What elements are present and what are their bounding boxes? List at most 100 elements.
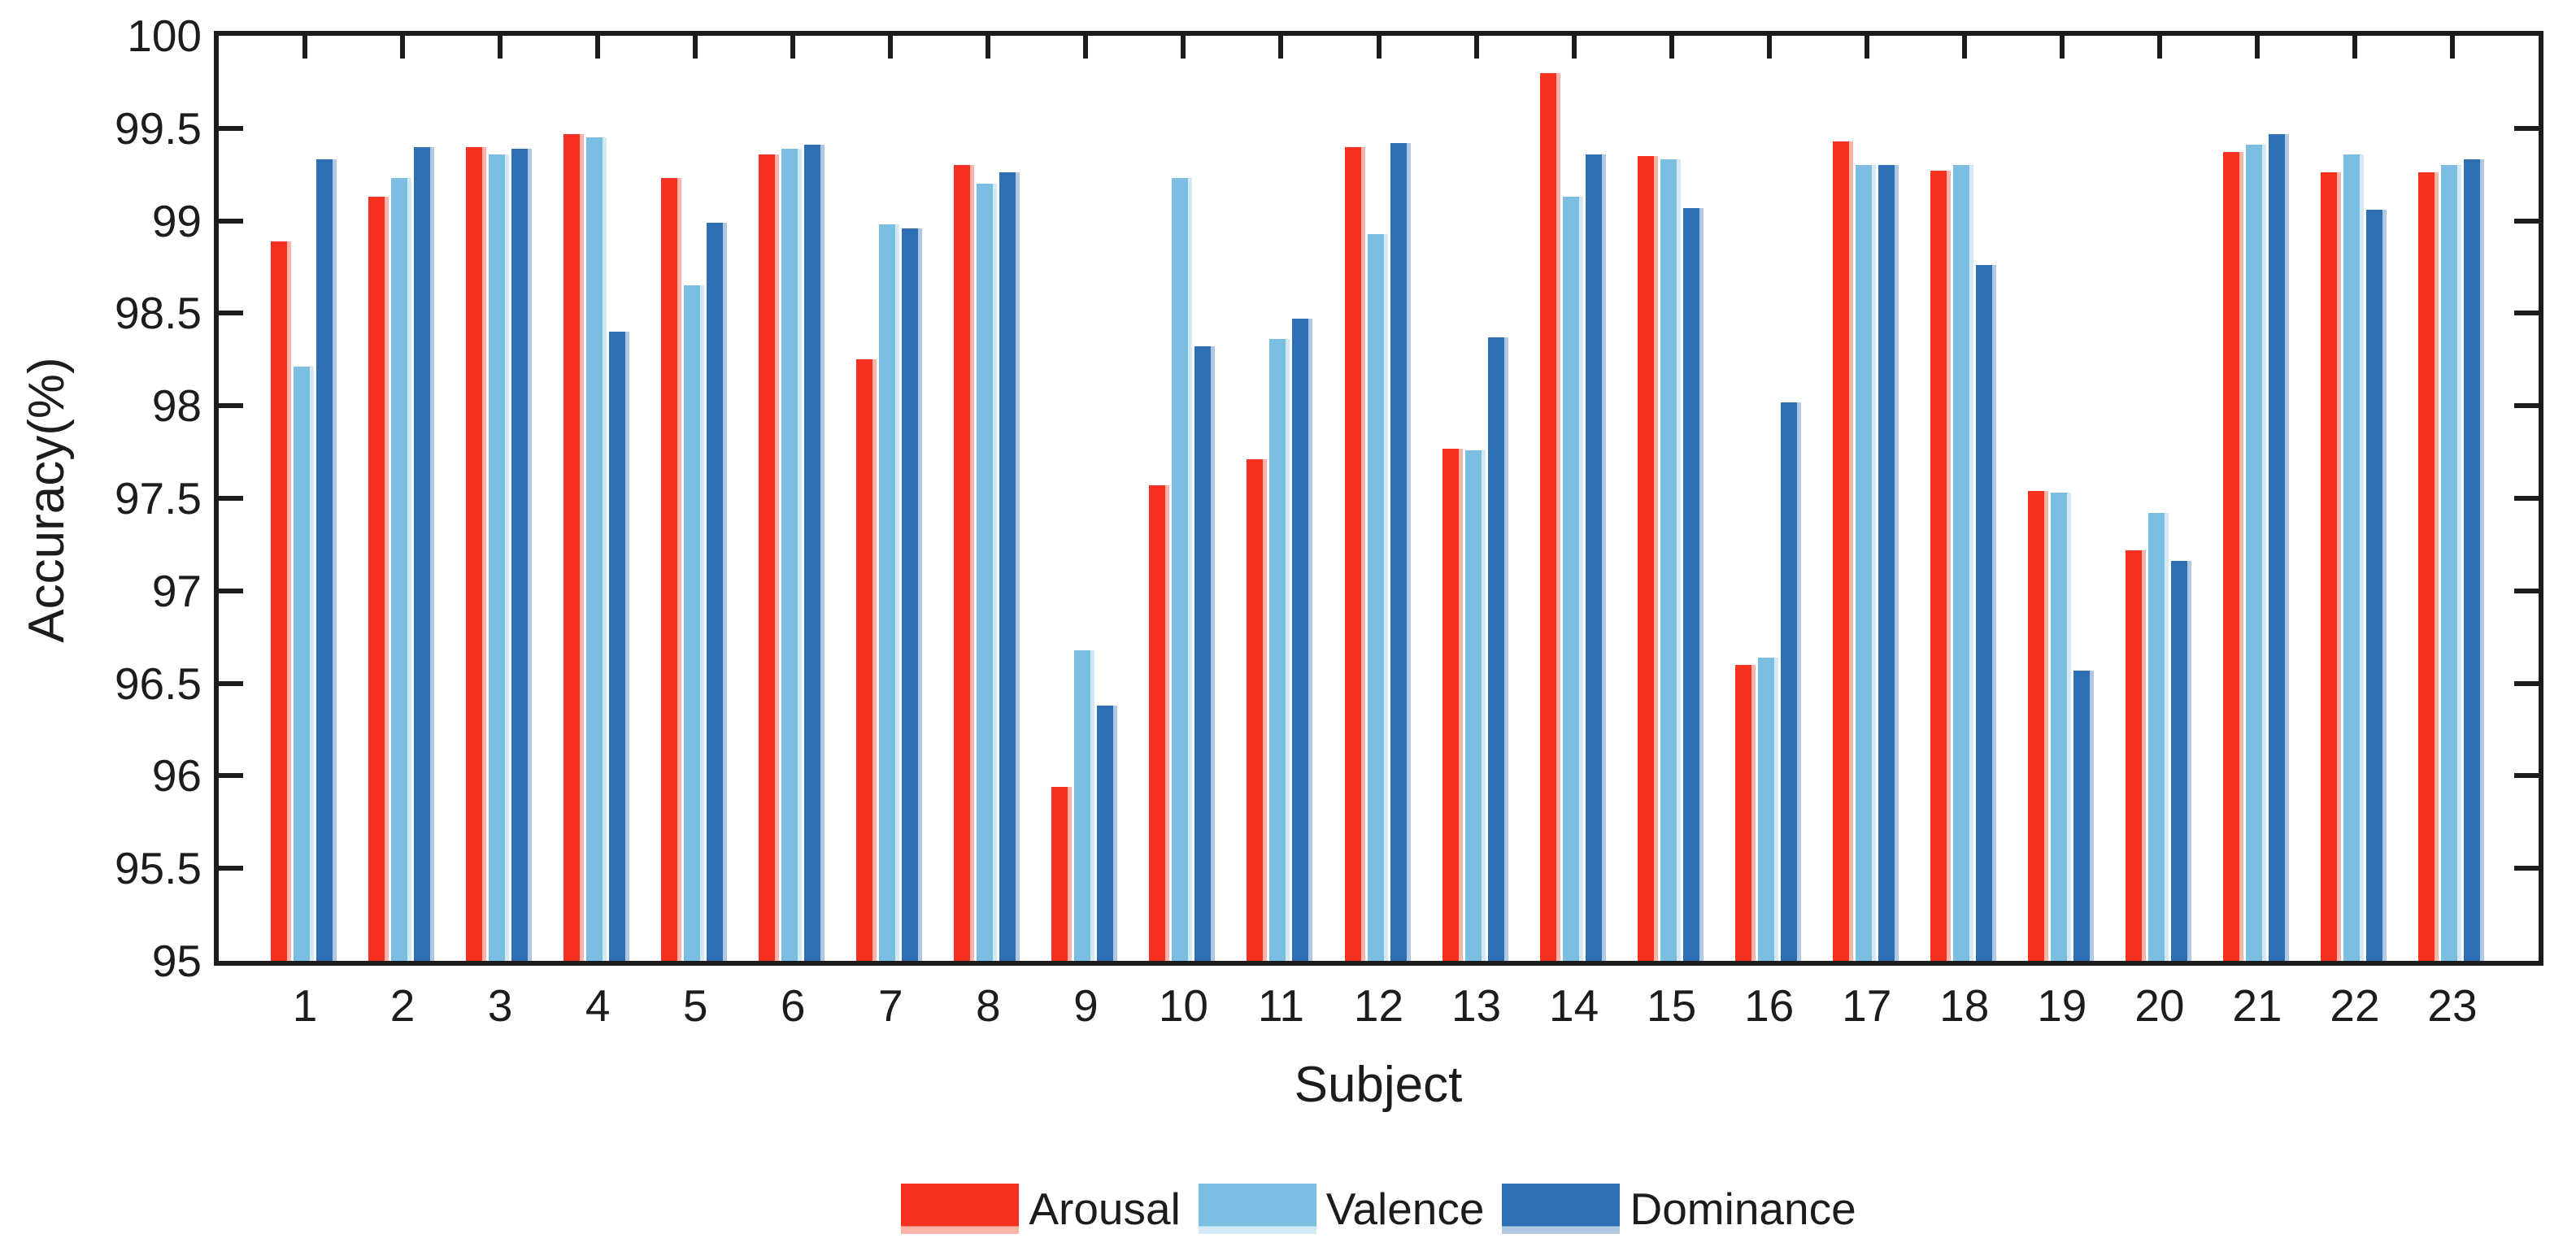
bar-subject-1-valence [294, 367, 314, 961]
bar-subject-7-valence [879, 224, 900, 961]
x-tick-label-9: 9 [1073, 980, 1099, 1031]
bar-subject-17-valence [1855, 165, 1876, 961]
bar-subject-4-arousal [564, 133, 585, 961]
bar-subject-4-dominance [609, 332, 630, 961]
bar-subject-6-arousal [759, 154, 780, 961]
bar-subject-17-arousal [1832, 141, 1853, 961]
bar-subject-9-dominance [1097, 705, 1118, 961]
bar-subject-20-dominance [2170, 561, 2191, 961]
bar-subject-14-valence [1562, 197, 1583, 961]
x-tick-label-6: 6 [780, 980, 806, 1031]
bar-subject-21-valence [2245, 145, 2266, 961]
bar-subject-7-dominance [902, 228, 923, 961]
x-tick-top-18 [1961, 36, 1967, 59]
bar-subject-23-valence [2441, 165, 2461, 961]
bar-subject-19-valence [2050, 493, 2071, 961]
bar-subject-11-valence [1269, 339, 1290, 961]
y-tick-left-98.5 [219, 311, 243, 316]
bar-subject-20-arousal [2125, 550, 2146, 961]
x-tick-label-23: 23 [2427, 980, 2478, 1031]
y-tick-label-95: 95 [151, 936, 202, 986]
x-tick-top-12 [1376, 36, 1382, 59]
x-tick-label-15: 15 [1647, 980, 1697, 1031]
x-tick-label-14: 14 [1548, 980, 1599, 1031]
x-tick-label-22: 22 [2330, 980, 2380, 1031]
y-tick-left-99.5 [219, 125, 243, 131]
y-tick-right-98 [2514, 403, 2539, 409]
x-tick-label-12: 12 [1353, 980, 1404, 1031]
bar-subject-21-dominance [2268, 133, 2289, 961]
bar-subject-9-arousal [1051, 787, 1073, 961]
x-tick-label-13: 13 [1451, 980, 1502, 1031]
x-tick-top-20 [2156, 36, 2162, 59]
y-tick-label-97: 97 [151, 565, 202, 616]
x-tick-label-1: 1 [292, 980, 318, 1031]
x-tick-label-21: 21 [2232, 980, 2282, 1031]
y-tick-label-99.5: 99.5 [114, 102, 202, 154]
bar-subject-12-dominance [1390, 143, 1411, 961]
bar-subject-7-arousal [856, 359, 877, 961]
bar-subject-22-arousal [2320, 172, 2341, 961]
bar-subject-12-valence [1367, 233, 1388, 961]
bar-subject-1-arousal [271, 241, 291, 961]
bar-subject-18-dominance [1975, 265, 1996, 961]
y-tick-label-99: 99 [151, 195, 202, 246]
y-tick-label-100: 100 [127, 11, 202, 61]
x-tick-label-10: 10 [1158, 980, 1208, 1031]
bar-subject-1-dominance [316, 159, 337, 961]
x-tick-label-2: 2 [389, 980, 416, 1031]
x-tick-top-6 [790, 36, 796, 59]
bar-subject-5-valence [684, 285, 705, 961]
x-tick-top-17 [1864, 36, 1869, 59]
bar-subject-2-valence [391, 178, 412, 961]
x-tick-top-16 [1766, 36, 1772, 59]
y-tick-left-99 [219, 218, 243, 224]
bar-subject-23-dominance [2464, 159, 2484, 961]
bar-subject-15-valence [1660, 159, 1681, 961]
x-tick-label-7: 7 [877, 980, 903, 1031]
y-tick-right-96 [2514, 773, 2539, 779]
legend-item-arousal: Arousal [901, 1180, 1181, 1237]
x-axis-title: Subject [1294, 1057, 1463, 1113]
y-tick-right-96.5 [2514, 680, 2539, 686]
x-tick-label-3: 3 [487, 980, 513, 1031]
legend-item-valence: Valence [1198, 1180, 1485, 1237]
x-tick-label-18: 18 [1939, 980, 1990, 1031]
bar-subject-2-arousal [368, 197, 389, 961]
bar-subject-3-valence [489, 154, 510, 961]
bar-subject-4-valence [586, 137, 607, 961]
y-tick-right-97.5 [2514, 496, 2539, 501]
bar-subject-22-valence [2343, 154, 2364, 961]
x-tick-label-19: 19 [2037, 980, 2087, 1031]
legend-swatch-arousal [901, 1184, 1020, 1234]
bar-subject-3-arousal [466, 146, 487, 961]
x-tick-top-14 [1571, 36, 1577, 59]
x-tick-top-4 [595, 36, 601, 59]
legend-label-arousal: Arousal [1029, 1184, 1181, 1234]
bar-subject-10-arousal [1149, 485, 1170, 961]
bar-subject-14-arousal [1539, 72, 1560, 961]
bar-subject-8-arousal [954, 165, 975, 961]
x-tick-top-1 [302, 36, 307, 59]
bar-subject-15-arousal [1637, 155, 1658, 961]
x-tick-top-5 [693, 36, 698, 59]
bar-subject-3-dominance [511, 148, 533, 961]
bar-subject-5-dominance [707, 222, 728, 961]
x-tick-top-11 [1278, 36, 1284, 59]
bar-subject-10-dominance [1194, 346, 1216, 961]
bar-subject-8-valence [977, 184, 998, 961]
y-tick-right-97 [2514, 588, 2539, 593]
y-tick-left-97 [219, 588, 243, 593]
bar-subject-14-dominance [1585, 154, 1606, 961]
x-tick-top-15 [1669, 36, 1674, 59]
y-tick-left-98 [219, 403, 243, 409]
y-tick-right-95.5 [2514, 866, 2539, 871]
x-tick-top-19 [2059, 36, 2065, 59]
bar-subject-16-valence [1757, 657, 1778, 961]
legend-label-valence: Valence [1325, 1184, 1485, 1234]
bar-subject-20-valence [2147, 513, 2169, 961]
x-tick-top-3 [498, 36, 503, 59]
y-tick-left-96 [219, 773, 243, 779]
x-tick-top-7 [888, 36, 894, 59]
x-tick-top-10 [1181, 36, 1186, 59]
